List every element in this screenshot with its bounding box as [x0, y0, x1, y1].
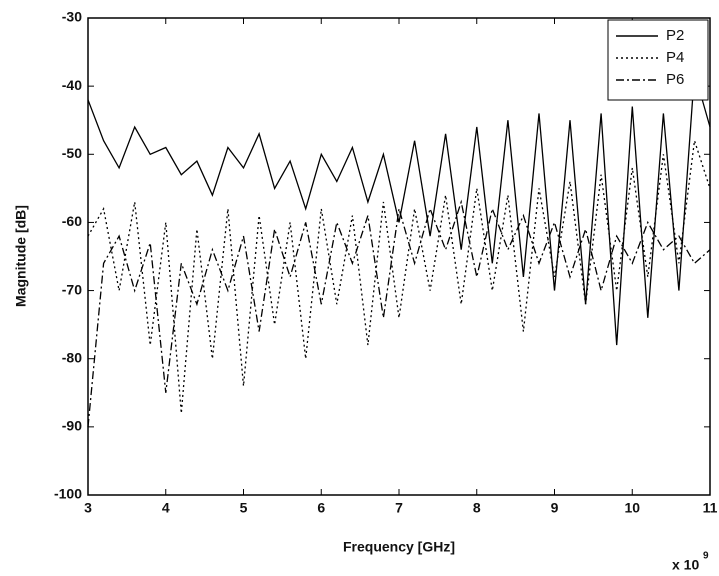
y-tick-label: -30	[62, 9, 82, 25]
y-tick-label: -90	[62, 418, 82, 434]
x-axis-label: Frequency [GHz]	[343, 539, 455, 555]
y-tick-label: -60	[62, 213, 82, 229]
x-tick-label: 3	[84, 500, 92, 516]
x-tick-label: 6	[317, 500, 325, 516]
y-tick-label: -80	[62, 349, 82, 365]
y-tick-label: -40	[62, 77, 82, 93]
x-tick-label: 10	[624, 500, 640, 516]
x-tick-label: 7	[395, 500, 403, 516]
x-multiplier-exponent: 9	[703, 551, 709, 562]
x-tick-label: 11	[703, 500, 718, 516]
x-tick-label: 5	[240, 500, 248, 516]
y-axis-label: Magnitude [dB]	[13, 205, 29, 307]
x-multiplier: x 10	[672, 557, 699, 573]
legend-label: P6	[666, 71, 684, 88]
x-tick-label: 8	[473, 500, 481, 516]
legend-box	[607, 19, 709, 101]
legend-label: P2	[666, 27, 684, 44]
y-tick-label: -70	[62, 281, 82, 297]
series-line	[87, 72, 711, 346]
y-tick-label: -50	[62, 145, 82, 161]
x-tick-label: 4	[162, 500, 170, 516]
x-tick-label: 9	[551, 500, 559, 516]
legend-label: P4	[666, 49, 684, 66]
plot-frame	[87, 17, 711, 496]
y-tick-label: -100	[54, 486, 82, 502]
series-line	[87, 199, 711, 427]
